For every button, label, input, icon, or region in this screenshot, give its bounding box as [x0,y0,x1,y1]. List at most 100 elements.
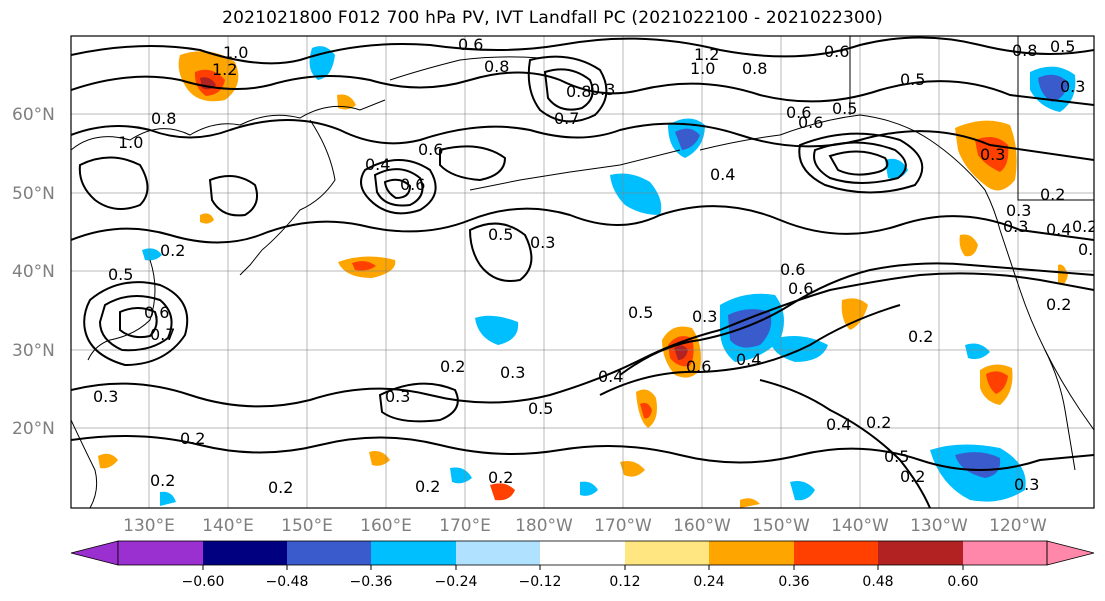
contour-label: 0.2 [180,429,205,448]
contour-label: 0.2 [440,357,465,376]
contour-label: 0.3 [1006,201,1031,220]
colorbar-tick-label: −0.48 [266,574,309,590]
lon-label: 170°W [594,516,652,536]
coast-asia [71,99,386,151]
coastlines [71,36,1094,508]
coast-kamchatka [261,119,336,251]
colorbar-tick-label: −0.60 [182,574,225,590]
contour-label: 0.6 [400,175,425,194]
gridlines [71,36,1094,508]
contour-label: 0.5 [900,70,925,89]
colorbar-tick-label: 0.60 [947,574,978,590]
contour-label: 0.6 [786,103,811,122]
contour-label: 0.5 [528,399,553,418]
colorbar-extend-left [70,540,119,566]
contour-label: 0.6 [780,260,805,279]
contour-label: 0.2 [900,467,925,486]
pv-contour [813,141,907,184]
contour-label: 0.2 [1040,185,1065,204]
contour-label: 0.5 [628,303,653,322]
colorbar-segment [456,541,540,565]
pv-contour [78,156,149,210]
map-title: 2021021800 F012 700 hPa PV, IVT Landfall… [222,8,883,28]
colorbar-tick-label: 0.12 [609,574,640,590]
contour-label: 0.3 [93,387,118,406]
pv-contour [543,68,594,111]
pv-contour [71,71,1094,106]
anomaly-warm-blob [337,94,356,110]
colorbar-segment [963,541,1047,565]
colorbar-segment [118,541,203,565]
pv-contour [468,222,533,282]
anomaly-cool-blob [790,481,815,501]
contour-label: 0.5 [832,99,857,118]
anomaly-warm-blob [490,483,515,501]
contour-label: 0.5 [108,265,133,284]
anomaly-cool-blob [475,315,519,345]
anomaly-warm-blob [369,451,390,466]
contour-labels: 1.2 1.0 0.8 0.6 0.5 0.6 0.8 0.3 0.7 0.6 … [93,35,1103,497]
lat-label: 30°N [12,341,55,361]
lon-label: 130°W [910,516,968,536]
contour-label: 0.2 [908,327,933,346]
contour-label: 0.4 [826,415,851,434]
contour-label: 0.2 [1046,295,1071,314]
colorbar-segment [709,541,794,565]
pv-contour [383,178,412,200]
colorbar-segment [625,541,709,565]
contour-label: 0.2 [268,478,293,497]
contour-label: 0.2 [150,471,175,490]
pv-contour [71,272,1094,408]
lat-label: 60°N [12,105,55,125]
anomaly-warm-blob [98,453,118,469]
coast-ne-asia-arc [389,56,541,81]
colorbar-segment [794,541,878,565]
coast-aleutians [469,149,681,191]
colorbar-segment [203,541,287,565]
colorbar-outline [117,540,1048,566]
contour-label: 0.4 [736,350,761,369]
contour-label: 0.6 [686,357,711,376]
anomaly-warm-blob [200,213,214,224]
coast-china [71,419,98,508]
lon-label: 160°W [673,516,731,536]
pv-contour [378,382,459,423]
anomaly-warm-blob [674,345,688,360]
anomaly-warm-blob [986,371,1008,394]
pv-contour [759,379,931,508]
contour-label: 0.3 [530,233,555,252]
anomaly-cool-blob [160,491,176,506]
anomaly-cool-blob [580,481,598,496]
contour-label: 0.6 [458,35,483,54]
pv-contour [373,168,424,207]
lon-label: 130°E [123,516,175,536]
contour-label: 1.2 [694,45,719,64]
lon-label: 180°W [515,516,573,536]
lat-label: 40°N [12,262,55,282]
pv-contour [71,36,1094,65]
contour-label: 0.5 [1078,240,1103,259]
contour-label: 0.2 [415,477,440,496]
contour-label: 0.5 [884,447,909,466]
pv-contour [599,304,901,396]
contour-label: 0.4 [710,165,735,184]
lon-label: 120°W [989,516,1047,536]
contour-label: 0.6 [798,113,823,132]
anomaly-cool-blob [675,128,700,150]
contour-label: 0.6 [144,303,169,322]
pv-contour [98,295,173,352]
contour-label: 0.7 [554,109,579,128]
map-frame [70,35,1095,509]
contour-label: 0.5 [488,225,513,244]
colorbar-tick-label: −0.36 [350,574,393,590]
contour-label: 0.3 [500,363,525,382]
anomaly-warm-blob [959,234,978,257]
lon-label: 140°E [202,516,254,536]
contour-label: 0.5 [1050,37,1075,56]
colorbar-segment [371,541,456,565]
anomaly-cool-blob [1038,74,1068,102]
lat-label: 20°N [12,419,55,439]
lat-labels: 60°N 50°N 40°N 30°N 20°N [12,105,55,439]
colorbar-segment [540,541,625,565]
contour-label: 0.4 [1046,220,1071,239]
